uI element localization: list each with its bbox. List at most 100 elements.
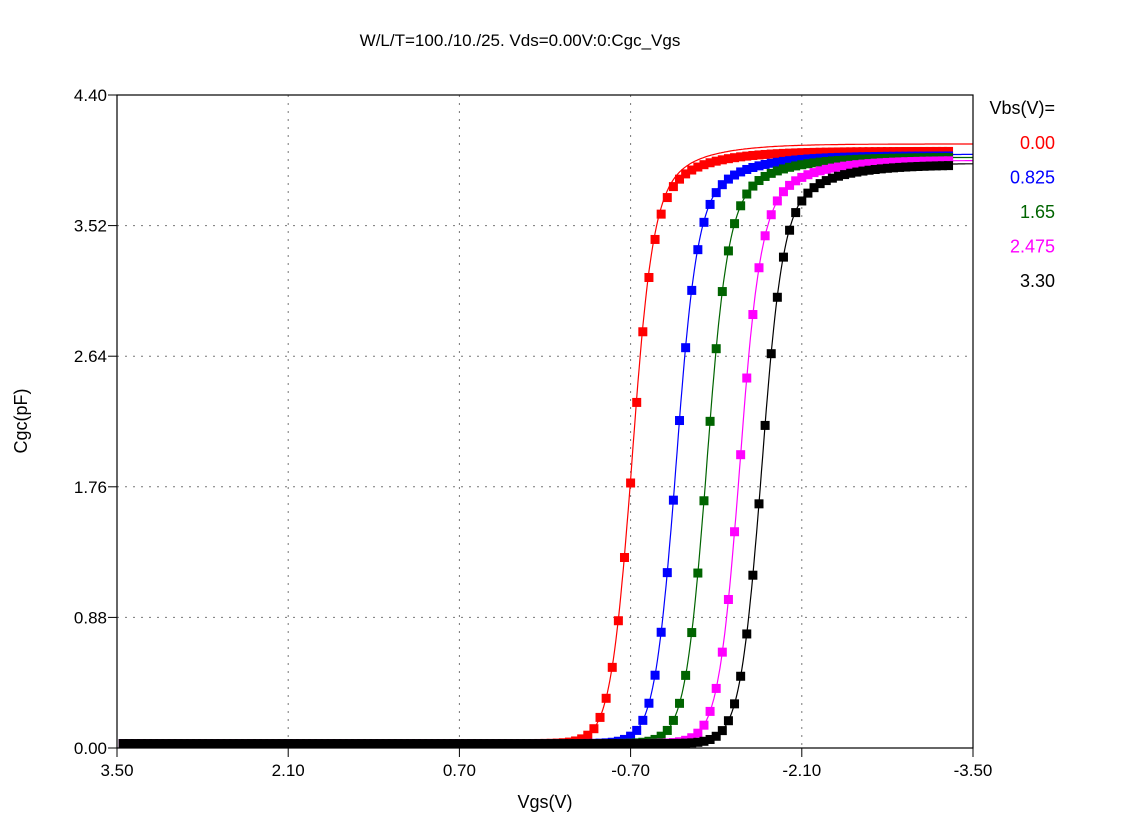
data-marker-vbs-0.825 — [797, 154, 807, 164]
data-marker-vbs-0.00 — [730, 153, 740, 163]
data-marker-vbs-3.30 — [198, 739, 208, 749]
data-marker-vbs-0.825 — [772, 157, 782, 167]
data-marker-vbs-3.30 — [589, 739, 599, 749]
data-marker-vbs-3.30 — [778, 252, 788, 262]
data-marker-vbs-3.30 — [424, 739, 434, 749]
data-marker-vbs-1.65 — [730, 219, 740, 229]
data-marker-vbs-3.30 — [785, 225, 795, 235]
data-marker-vbs-0.825 — [754, 161, 764, 171]
data-marker-vbs-3.30 — [882, 163, 892, 173]
legend-entry: 1.65 — [1020, 202, 1055, 222]
data-marker-vbs-3.30 — [858, 166, 868, 176]
data-marker-vbs-0.00 — [668, 182, 678, 192]
data-marker-vbs-3.30 — [601, 739, 611, 749]
data-marker-vbs-0.825 — [748, 162, 758, 172]
data-marker-vbs-0.00 — [626, 478, 636, 488]
data-marker-vbs-1.65 — [693, 568, 703, 578]
data-marker-vbs-3.30 — [350, 739, 360, 749]
y-tick-label: 0.00 — [74, 739, 107, 758]
data-marker-vbs-0.825 — [650, 670, 660, 680]
data-marker-vbs-3.30 — [552, 739, 562, 749]
data-marker-vbs-3.30 — [161, 739, 171, 749]
data-marker-vbs-2.475 — [931, 156, 941, 166]
data-marker-vbs-1.65 — [846, 155, 856, 165]
data-marker-vbs-2.475 — [889, 157, 899, 167]
data-marker-vbs-3.30 — [534, 739, 544, 749]
data-marker-vbs-3.30 — [265, 739, 275, 749]
data-marker-vbs-0.00 — [803, 148, 813, 158]
data-marker-vbs-1.65 — [852, 154, 862, 164]
data-marker-vbs-3.30 — [730, 699, 740, 709]
x-tick-label: 2.10 — [272, 761, 305, 780]
data-marker-vbs-3.30 — [638, 739, 648, 749]
data-marker-vbs-3.30 — [222, 739, 232, 749]
data-marker-vbs-3.30 — [717, 726, 727, 736]
data-marker-vbs-0.00 — [870, 147, 880, 157]
data-marker-vbs-0.825 — [705, 199, 715, 209]
data-marker-vbs-3.30 — [846, 168, 856, 178]
data-marker-vbs-0.00 — [632, 397, 642, 407]
data-marker-vbs-3.30 — [479, 739, 489, 749]
data-marker-vbs-3.30 — [344, 739, 354, 749]
legend-entry: 0.825 — [1010, 168, 1055, 188]
data-marker-vbs-0.825 — [662, 568, 672, 578]
data-marker-vbs-0.00 — [595, 712, 605, 722]
data-marker-vbs-3.30 — [369, 739, 379, 749]
data-marker-vbs-3.30 — [650, 739, 660, 749]
data-marker-vbs-3.30 — [803, 188, 813, 198]
data-marker-vbs-3.30 — [338, 739, 348, 749]
data-marker-vbs-3.30 — [130, 739, 140, 749]
data-marker-vbs-0.00 — [791, 148, 801, 158]
data-marker-vbs-0.00 — [919, 146, 929, 156]
data-marker-vbs-3.30 — [766, 349, 776, 359]
data-marker-vbs-3.30 — [412, 739, 422, 749]
data-marker-vbs-3.30 — [308, 739, 318, 749]
data-marker-vbs-3.30 — [436, 739, 446, 749]
data-marker-vbs-0.00 — [876, 147, 886, 157]
data-marker-vbs-3.30 — [124, 739, 134, 749]
data-marker-vbs-3.30 — [136, 739, 146, 749]
data-marker-vbs-0.825 — [723, 174, 733, 184]
data-marker-vbs-2.475 — [699, 720, 709, 730]
data-marker-vbs-3.30 — [167, 739, 177, 749]
data-marker-vbs-0.00 — [619, 552, 629, 562]
data-marker-vbs-0.825 — [626, 731, 636, 741]
data-marker-vbs-3.30 — [430, 739, 440, 749]
data-marker-vbs-0.825 — [717, 180, 727, 190]
data-marker-vbs-0.00 — [937, 146, 947, 156]
data-marker-vbs-0.825 — [711, 188, 721, 198]
x-tick-label: 0.70 — [443, 761, 476, 780]
data-marker-vbs-2.475 — [919, 156, 929, 166]
data-marker-vbs-2.475 — [913, 156, 923, 166]
data-marker-vbs-0.00 — [785, 148, 795, 158]
data-marker-vbs-3.30 — [791, 208, 801, 218]
data-marker-vbs-3.30 — [797, 196, 807, 206]
data-marker-vbs-0.00 — [748, 150, 758, 160]
data-marker-vbs-3.30 — [705, 734, 715, 744]
data-marker-vbs-0.825 — [681, 343, 691, 353]
data-marker-vbs-3.30 — [332, 739, 342, 749]
data-marker-vbs-3.30 — [216, 739, 226, 749]
data-marker-vbs-1.65 — [827, 156, 837, 166]
data-marker-vbs-1.65 — [785, 162, 795, 172]
data-marker-vbs-3.30 — [577, 739, 587, 749]
data-marker-vbs-0.00 — [656, 209, 666, 219]
data-marker-vbs-1.65 — [778, 164, 788, 174]
data-marker-vbs-3.30 — [613, 739, 623, 749]
data-marker-vbs-0.00 — [882, 147, 892, 157]
data-marker-vbs-0.825 — [656, 627, 666, 637]
data-marker-vbs-3.30 — [326, 739, 336, 749]
data-marker-vbs-2.475 — [925, 156, 935, 166]
data-marker-vbs-3.30 — [118, 739, 128, 749]
legend-entry: 0.00 — [1020, 133, 1055, 153]
x-tick-label: 3.50 — [100, 761, 133, 780]
data-marker-vbs-3.30 — [461, 739, 471, 749]
data-marker-vbs-3.30 — [405, 739, 415, 749]
data-marker-vbs-0.825 — [638, 715, 648, 725]
data-marker-vbs-0.00 — [662, 193, 672, 203]
data-marker-vbs-2.475 — [907, 157, 917, 167]
data-marker-vbs-3.30 — [833, 171, 843, 181]
data-marker-vbs-0.825 — [766, 158, 776, 168]
data-marker-vbs-1.65 — [766, 168, 776, 178]
legend: 0.00 0.825 1.65 2.475 3.30 — [1010, 133, 1055, 291]
